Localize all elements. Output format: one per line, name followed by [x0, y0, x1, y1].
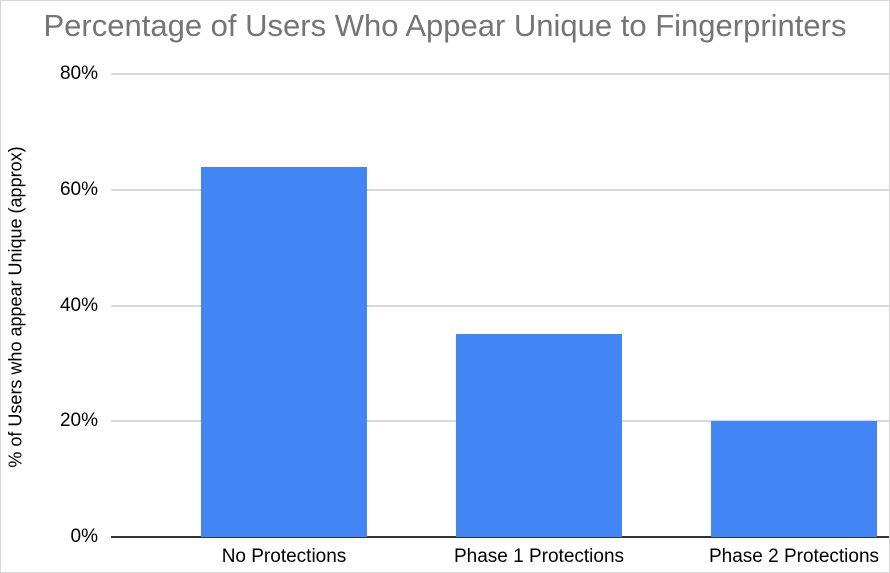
y-tick-label: 80%	[59, 63, 98, 84]
x-category-label: Phase 2 Protections	[708, 546, 880, 567]
gridline	[111, 73, 889, 75]
gridline	[111, 188, 889, 191]
x-category-label: Phase 1 Protections	[453, 546, 625, 567]
bar-phase-1-protections	[456, 334, 622, 537]
gridline	[111, 304, 889, 307]
x-category-label: No Protections	[221, 546, 347, 567]
bar-phase-2-protections	[711, 421, 877, 537]
y-tick-label: 20%	[59, 410, 98, 432]
chart-title: Percentage of Users Who Appear Unique to…	[43, 8, 847, 43]
y-tick-label: 40%	[59, 294, 98, 316]
bar-no-protections	[201, 166, 367, 537]
x-axis-line	[111, 536, 889, 538]
y-tick-label: 60%	[59, 178, 98, 200]
y-tick-label: 0%	[70, 526, 98, 547]
